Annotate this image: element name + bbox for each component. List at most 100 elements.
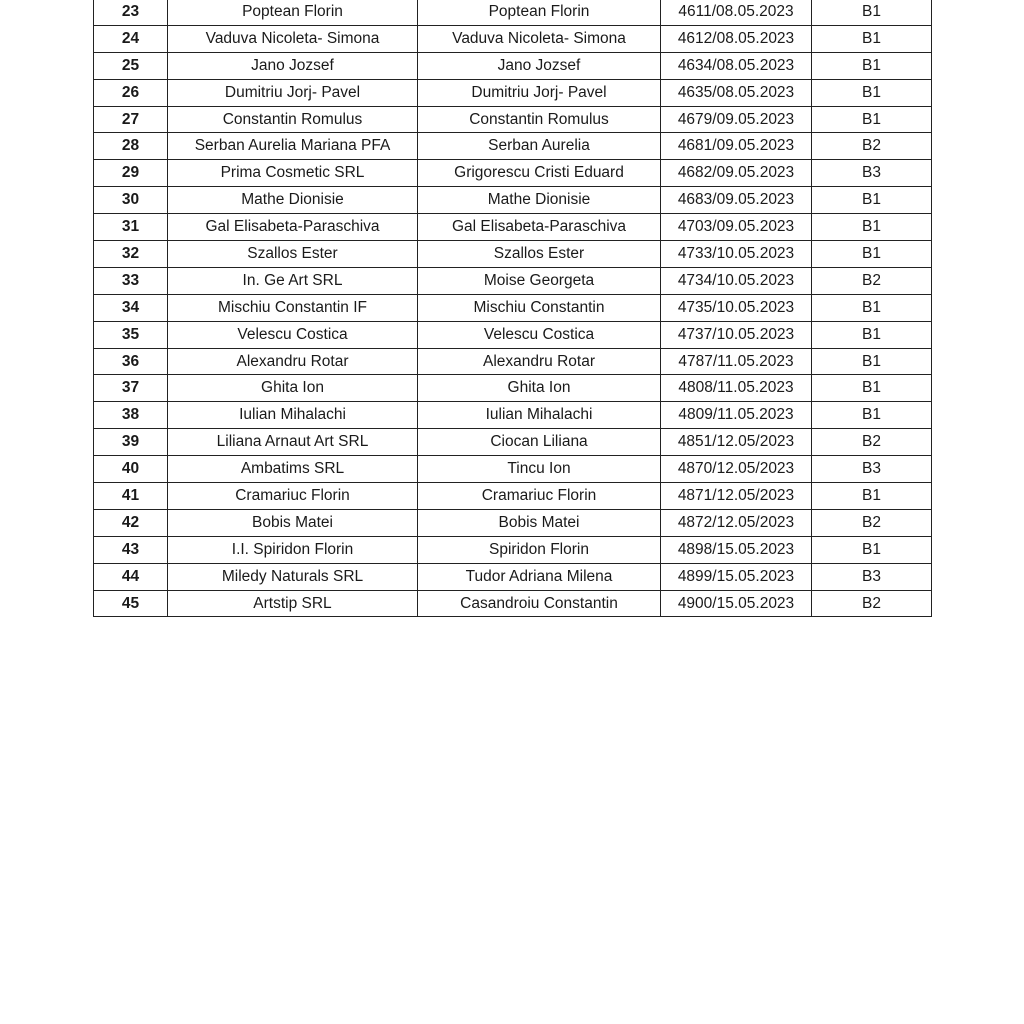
company-cell: Miledy Naturals SRL [167,562,418,591]
registration-cell: 4808/11.05.2023 [660,374,812,403]
category-cell: B1 [811,51,932,80]
row-number-cell: 28 [93,132,168,161]
category-cell: B1 [811,374,932,403]
company-cell: Ghita Ion [167,374,418,403]
category-cell: B3 [811,159,932,188]
table-row: 33 In. Ge Art SRL Moise Georgeta 4734/10.05… [93,266,932,295]
row-number-cell: 36 [93,347,168,376]
row-number-cell: 32 [93,240,168,268]
category-cell: B2 [811,266,932,295]
company-cell: Bobis Matei [167,508,418,537]
person-cell: Spiridon Florin [417,535,661,564]
row-number-cell: 30 [93,186,168,215]
person-cell: Alexandru Rotar [417,347,661,376]
person-cell: Dumitriu Jorj- Pavel [417,78,661,107]
row-number-cell: 31 [93,213,168,242]
company-cell: Artstip SRL [167,589,418,618]
table-row: 38 Iulian Mihalachi Iulian Mihalachi 4809/1… [93,401,932,430]
registration-cell: 4679/09.05.2023 [660,105,812,134]
category-cell: B2 [811,132,932,161]
person-cell: Poptean Florin [417,0,661,26]
company-cell: Serban Aurelia Mariana PFA [167,132,418,161]
row-number-cell: 34 [93,293,168,322]
category-cell: B3 [811,562,932,591]
row-number-cell: 29 [93,159,168,188]
company-cell: Constantin Romulus [167,105,418,134]
registry-table: 23 Poptean Florin Poptean Florin 4611/08.05… [93,0,932,618]
company-cell: Alexandru Rotar [167,347,418,376]
person-cell: Mathe Dionisie [417,186,661,215]
company-cell: Poptean Florin [167,0,418,26]
table-row: 23 Poptean Florin Poptean Florin 4611/08.05… [93,0,932,26]
category-cell: B3 [811,455,932,484]
row-number-cell: 24 [93,24,168,53]
table-row: 25 Jano Jozsef Jano Jozsef 4634/08.05.2023 B… [93,51,932,80]
row-number-cell: 43 [93,535,168,564]
category-cell: B2 [811,428,932,457]
row-number-cell: 39 [93,428,168,457]
registration-cell: 4737/10.05.2023 [660,320,812,349]
table-row: 42 Bobis Matei Bobis Matei 4872/12.05/2023 B… [93,508,932,537]
person-cell: Ghita Ion [417,374,661,403]
person-cell: Constantin Romulus [417,105,661,134]
category-cell: B1 [811,213,932,242]
row-number-cell: 41 [93,482,168,510]
company-cell: Szallos Ester [167,240,418,268]
person-cell: Serban Aurelia [417,132,661,161]
company-cell: Ambatims SRL [167,455,418,484]
person-cell: Jano Jozsef [417,51,661,80]
person-cell: Vaduva Nicoleta- Simona [417,24,661,53]
row-number-cell: 27 [93,105,168,134]
category-cell: B1 [811,535,932,564]
table-row: 37 Ghita Ion Ghita Ion 4808/11.05.2023 B1 [93,374,932,403]
table-row: 31 Gal Elisabeta-Paraschiva Gal Elisabeta-… [93,213,932,242]
category-cell: B2 [811,589,932,618]
registration-cell: 4735/10.05.2023 [660,293,812,322]
table-row: 30 Mathe Dionisie Mathe Dionisie 4683/09.05… [93,186,932,215]
company-cell: Gal Elisabeta-Paraschiva [167,213,418,242]
table-row: 27 Constantin Romulus Constantin Romulus 46… [93,105,932,134]
table-row: 26 Dumitriu Jorj- Pavel Dumitriu Jorj- Pav… [93,78,932,107]
table-row: 39 Liliana Arnaut Art SRL Ciocan Liliana 48… [93,428,932,457]
registration-cell: 4900/15.05.2023 [660,589,812,618]
row-number-cell: 42 [93,508,168,537]
table-row: 43 I.I. Spiridon Florin Spiridon Florin 489… [93,535,932,564]
category-cell: B1 [811,240,932,268]
table-row: 32 Szallos Ester Szallos Ester 4733/10.05.2… [93,240,932,268]
person-cell: Szallos Ester [417,240,661,268]
company-cell: Iulian Mihalachi [167,401,418,430]
person-cell: Iulian Mihalachi [417,401,661,430]
registration-cell: 4870/12.05/2023 [660,455,812,484]
category-cell: B1 [811,293,932,322]
company-cell: Vaduva Nicoleta- Simona [167,24,418,53]
person-cell: Ciocan Liliana [417,428,661,457]
category-cell: B1 [811,0,932,26]
table-row: 36 Alexandru Rotar Alexandru Rotar 4787/11.… [93,347,932,376]
registration-cell: 4851/12.05/2023 [660,428,812,457]
company-cell: Prima Cosmetic SRL [167,159,418,188]
category-cell: B1 [811,24,932,53]
table-body: 23 Poptean Florin Poptean Florin 4611/08.05… [93,0,932,618]
registration-cell: 4681/09.05.2023 [660,132,812,161]
person-cell: Cramariuc Florin [417,482,661,510]
row-number-cell: 38 [93,401,168,430]
row-number-cell: 44 [93,562,168,591]
category-cell: B1 [811,105,932,134]
table-row: 35 Velescu Costica Velescu Costica 4737/10.… [93,320,932,349]
company-cell: In. Ge Art SRL [167,266,418,295]
category-cell: B1 [811,78,932,107]
row-number-cell: 33 [93,266,168,295]
registration-cell: 4734/10.05.2023 [660,266,812,295]
category-cell: B1 [811,482,932,510]
person-cell: Gal Elisabeta-Paraschiva [417,213,661,242]
registration-cell: 4899/15.05.2023 [660,562,812,591]
table-row: 44 Miledy Naturals SRL Tudor Adriana Milen… [93,562,932,591]
company-cell: Velescu Costica [167,320,418,349]
category-cell: B1 [811,186,932,215]
company-cell: Liliana Arnaut Art SRL [167,428,418,457]
registration-cell: 4872/12.05/2023 [660,508,812,537]
row-number-cell: 35 [93,320,168,349]
row-number-cell: 26 [93,78,168,107]
person-cell: Tudor Adriana Milena [417,562,661,591]
registration-cell: 4682/09.05.2023 [660,159,812,188]
